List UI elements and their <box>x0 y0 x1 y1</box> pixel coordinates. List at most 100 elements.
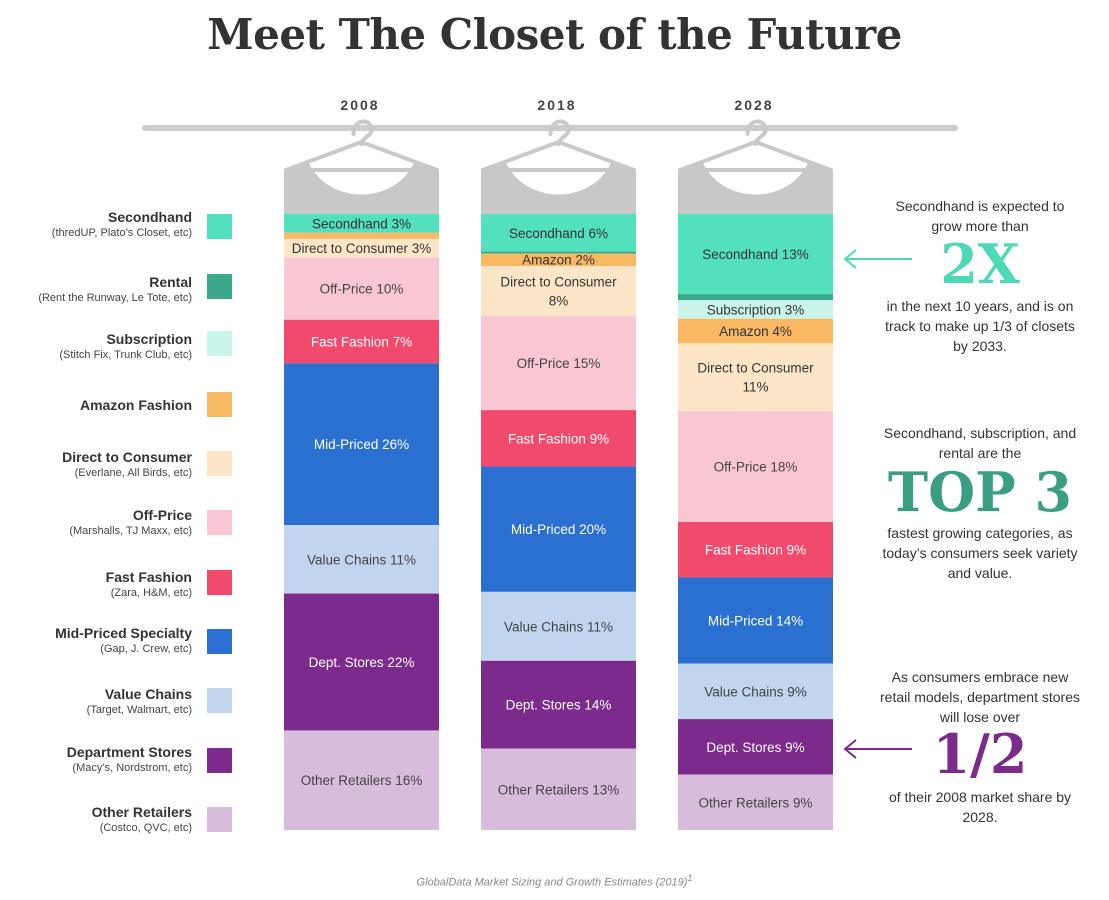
segment-mid-priced-specialty-2008 <box>284 363 439 526</box>
segment-label: Off-Price 15% <box>517 356 601 371</box>
segment-value-chains-2028 <box>678 663 833 720</box>
garment-top <box>284 163 439 214</box>
segment-label: Secondhand 3% <box>312 216 411 231</box>
legend-swatch <box>207 274 232 299</box>
segment-rental-2018 <box>481 251 636 254</box>
stacked-columns: Secondhand 3% Direct to Consumer 3% Off-Pr… <box>284 214 833 830</box>
segment-department-stores-2008 <box>284 593 439 731</box>
segment-label: Value Chains 9% <box>704 684 807 699</box>
chart-title: Meet The Closet of the Future <box>207 10 902 59</box>
hanger-2018 <box>481 119 636 214</box>
legend-label: Department Stores <box>66 744 192 760</box>
segment-label: Direct to Consumer 3% <box>292 241 432 256</box>
legend-label: Other Retailers <box>91 804 192 820</box>
segment-label: Amazon 2% <box>522 253 595 268</box>
legend-item-amazon-fashion: Amazon Fashion <box>0 392 235 437</box>
segment-label: Dept. Stores 9% <box>706 740 804 755</box>
legend-swatch <box>207 392 232 417</box>
year-label-2018: 2018 <box>537 97 577 113</box>
legend-swatch <box>207 570 232 595</box>
segment-label: Other Retailers 13% <box>498 782 620 797</box>
legend-label: Subscription <box>106 331 192 347</box>
legend-label: Rental <box>149 274 192 290</box>
segment-label: Value Chains 11% <box>307 552 416 567</box>
segment-secondhand-2008 <box>284 214 439 233</box>
segment-label: Mid-Priced 26% <box>314 437 409 452</box>
note-secondhand-bottom: in the next 10 years, and is on track to… <box>885 298 1075 354</box>
legend-item-fast-fashion: Fast Fashion (Zara, H&M, etc) <box>0 569 235 609</box>
segment-amazon-fashion-2028 <box>678 318 833 344</box>
segment-department-stores-2018 <box>481 660 636 749</box>
legend-label: Fast Fashion <box>105 569 192 585</box>
note-top3-bottom: fastest growing categories, as today’s c… <box>882 525 1078 581</box>
source-footnote: 1 <box>687 873 693 883</box>
segment-off-price-2028 <box>678 411 833 522</box>
legend-item-subscription: Subscription (Stitch Fix, Trunk Club, et… <box>0 331 235 371</box>
segment-subscription-2028 <box>678 300 833 319</box>
hanger-hook <box>351 119 374 146</box>
segment-fast-fashion-2008 <box>284 319 439 364</box>
note-top3-top: Secondhand, subscription, and rental are… <box>883 425 1077 461</box>
segment-label: Other Retailers 9% <box>698 795 812 810</box>
segment-amazon-fashion-2008 <box>284 232 439 239</box>
legend-sublabel: (Gap, J. Crew, etc) <box>100 643 192 655</box>
segment-label: Off-Price 18% <box>714 460 798 475</box>
legend-swatch <box>207 510 232 535</box>
segment-fast-fashion-2028 <box>678 522 833 578</box>
secondhand-arrow <box>843 249 912 269</box>
legend-item-mid-priced-specialty: Mid-Priced Specialty (Gap, J. Crew, etc) <box>0 625 235 665</box>
segment-off-price-2008 <box>284 257 439 320</box>
segment-label: Direct to Consumer 11% <box>697 361 814 395</box>
hanger-frame <box>481 140 636 172</box>
legend-item-department-stores: Department Stores (Macy’s, Nordstrom, et… <box>0 744 235 784</box>
legend-item-off-price: Off-Price (Marshalls, TJ Maxx, etc) <box>0 507 235 547</box>
segment-label: Value Chains 11% <box>504 619 613 634</box>
garment-top <box>481 163 636 214</box>
legend-label: Amazon Fashion <box>79 397 192 413</box>
segment-amazon-fashion-2018 <box>481 253 636 267</box>
segment-mid-priced-specialty-2018 <box>481 466 636 592</box>
segment-other-retailers-2018 <box>481 748 636 830</box>
legend-sublabel: (Zara, H&M, etc) <box>110 587 192 599</box>
segment-value-chains-2018 <box>481 591 636 661</box>
legend-sublabel: (Everlane, All Birds, etc) <box>74 467 192 479</box>
legend-item-value-chains: Value Chains (Target, Walmart, etc) <box>0 686 235 726</box>
segment-rental-2028 <box>678 294 833 301</box>
annotation-arrows <box>843 249 912 759</box>
segment-label: Amazon 4% <box>719 324 792 339</box>
legend-label: Mid-Priced Specialty <box>55 625 192 641</box>
segment-label: Mid-Priced 14% <box>708 614 803 629</box>
year-label-2008: 2008 <box>340 97 380 113</box>
segment-label: Secondhand 13% <box>702 247 809 262</box>
legend-swatch <box>207 214 232 239</box>
segment-value-chains-2008 <box>284 525 439 594</box>
hanger-frame <box>678 140 833 172</box>
note-dept-top: As consumers embrace new retail models, … <box>880 669 1080 725</box>
garment-top <box>678 163 833 214</box>
legend-label: Off-Price <box>132 507 192 523</box>
segment-fast-fashion-2018 <box>481 410 636 467</box>
segment-department-stores-2028 <box>678 719 833 775</box>
note-secondhand-big: 2X <box>940 232 1020 296</box>
legend-label: Value Chains <box>104 686 192 702</box>
legend-item-secondhand: Secondhand (thredUP, Plato’s Closet, etc… <box>0 209 235 249</box>
segment-mid-priced-specialty-2028 <box>678 577 833 664</box>
segment-label: Secondhand 6% <box>509 226 608 241</box>
segment-direct-to-consumer-2018 <box>481 266 636 317</box>
legend-swatch <box>207 748 232 773</box>
segment-direct-to-consumer-2008 <box>284 238 439 258</box>
hanger-hook <box>745 119 768 146</box>
legend-label: Secondhand <box>107 209 192 225</box>
legend-swatch <box>207 688 232 713</box>
segment-label: Subscription 3% <box>707 302 805 317</box>
segment-label: Other Retailers 16% <box>301 773 423 788</box>
segment-label: Off-Price 10% <box>320 282 404 297</box>
note-dept-big: 1/2 <box>932 722 1028 786</box>
note-dept-bottom: of their 2008 market share by 2028. <box>888 789 1072 825</box>
legend-label: Direct to Consumer <box>62 449 192 465</box>
dept-stores-arrow <box>843 739 912 759</box>
legend-sublabel: (thredUP, Plato’s Closet, etc) <box>51 227 192 239</box>
segment-label: Fast Fashion 9% <box>705 543 806 558</box>
legend-swatch <box>207 629 232 654</box>
